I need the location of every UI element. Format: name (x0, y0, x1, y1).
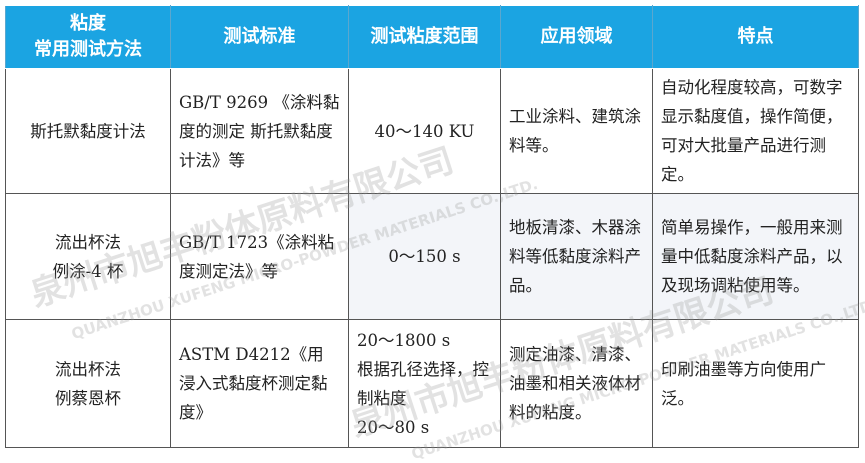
cell-application: 地板清漆、木器涂料等低黏度涂料产品。 (500, 193, 653, 320)
header-method: 粘度 常用测试方法 (5, 5, 171, 69)
range-line: 20～80 s (357, 417, 430, 437)
method-line: 例蔡恩杯 (55, 388, 121, 408)
cell-method: 流出杯法 例蔡恩杯 (5, 319, 171, 448)
cell-features: 简单易操作，一般用来测量中低黏度涂料产品，以及现场调粘使用等。 (652, 193, 859, 320)
header-range: 测试粘度范围 (348, 5, 501, 69)
cell-application: 测定油漆、清漆、油墨和相关液体材料的粘度。 (500, 319, 653, 448)
cell-features: 自动化程度较高，可数字显示黏度值，操作简便，可对大批量产品进行测定。 (652, 68, 859, 194)
cell-method: 斯托默黏度计法 (5, 68, 171, 194)
viscosity-test-table: 粘度常用测试方法 测试标准 测试粘度范围 应用领域 特点 斯托默黏度计法 GB/… (5, 5, 859, 448)
header-method-line: 粘度 (70, 13, 106, 34)
range-line: 20～1800 s (357, 330, 451, 350)
cell-features: 印刷油墨等方向使用广泛。 (652, 319, 859, 448)
method-line: 流出杯法 (55, 232, 121, 252)
header-standard: 测试标准 (170, 5, 349, 69)
cell-standard: GB/T 1723《涂料粘度测定法》等 (170, 193, 349, 320)
table-row: 流出杯法例涂-4 杯 GB/T 1723《涂料粘度测定法》等 0～150 s 地… (5, 193, 859, 320)
cell-range: 40～140 KU (348, 68, 501, 194)
header-row: 粘度常用测试方法 测试标准 测试粘度范围 应用领域 特点 (5, 5, 859, 69)
cell-standard: ASTM D4212《用浸入式黏度杯测定黏度》 (170, 319, 349, 448)
range-line: 根据孔径选择，控制粘度 (357, 359, 489, 408)
header-application: 应用领域 (500, 5, 653, 69)
method-line: 例涂-4 杯 (52, 261, 124, 281)
table-row: 流出杯法例蔡恩杯 ASTM D4212《用浸入式黏度杯测定黏度》 20～1800… (5, 319, 859, 448)
method-line: 流出杯法 (55, 359, 121, 379)
header-features: 特点 (652, 5, 859, 69)
header-method-line: 常用测试方法 (34, 39, 142, 60)
cell-range: 20～1800 s 根据孔径选择，控制粘度 20～80 s (348, 319, 501, 448)
cell-application: 工业涂料、建筑涂料等。 (500, 68, 653, 194)
table-row: 斯托默黏度计法 GB/T 9269 《涂料黏度的测定 斯托默黏度计法》等 40～… (5, 68, 859, 194)
cell-method: 流出杯法例涂-4 杯 (5, 193, 171, 320)
cell-range: 0～150 s (348, 193, 501, 320)
cell-standard: GB/T 9269 《涂料黏度的测定 斯托默黏度计法》等 (170, 68, 349, 194)
